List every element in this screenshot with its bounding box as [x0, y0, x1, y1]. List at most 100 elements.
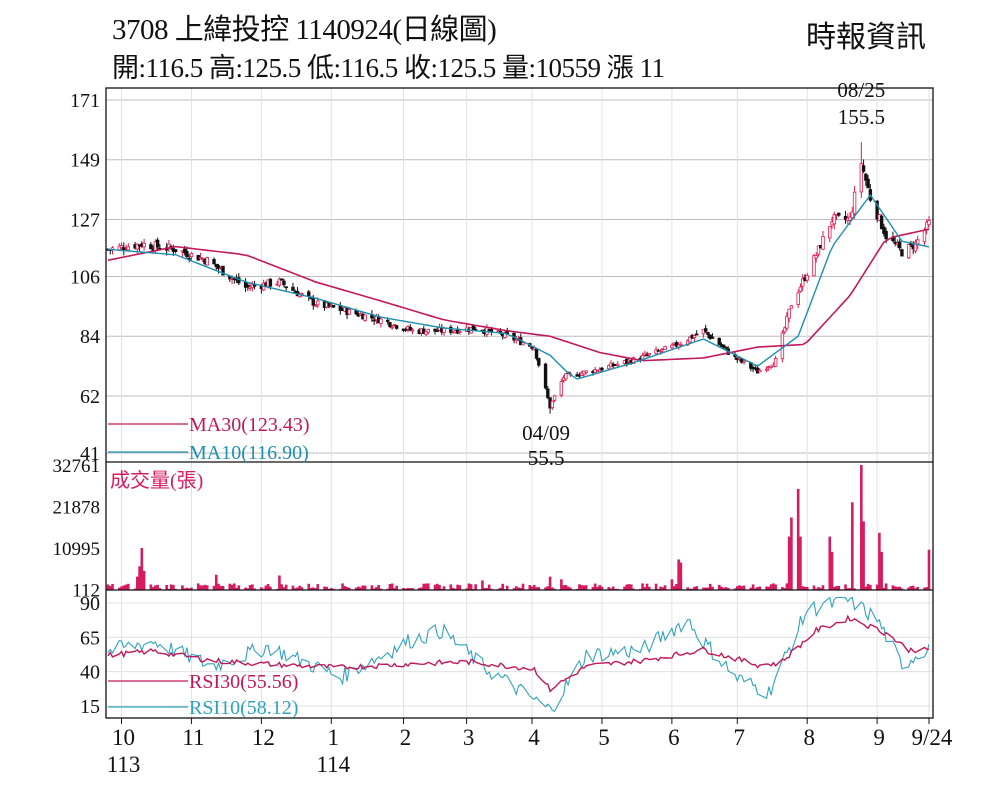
candle-body	[927, 220, 931, 226]
candle-body	[408, 326, 412, 331]
candle-body	[392, 323, 397, 326]
volume-bar	[449, 584, 453, 590]
chart-title: 3708 上緯投控 1140924(日線圖)	[112, 14, 497, 46]
volume-bar	[395, 585, 399, 590]
volume-bar	[458, 585, 462, 590]
candle-body	[379, 318, 383, 324]
volume-bar	[196, 583, 200, 590]
candle-body	[282, 280, 286, 286]
volume-bar	[837, 585, 841, 590]
volume-bar	[803, 586, 807, 590]
volume-bar	[422, 583, 426, 590]
volume-bar	[343, 586, 347, 590]
month-tick-label: 10	[112, 725, 135, 750]
candle-body	[279, 278, 284, 281]
volume-bar	[311, 587, 315, 590]
volume-bar	[896, 586, 899, 590]
volume-bar	[357, 586, 360, 590]
candle-body	[119, 245, 124, 249]
candle-body	[722, 344, 726, 348]
volume-bar	[278, 575, 281, 590]
ma30-legend-label: MA30(123.43)	[189, 414, 310, 436]
volume-bar	[693, 586, 696, 590]
candle-body	[832, 214, 836, 225]
volume-bar	[819, 588, 823, 590]
volume-bar	[451, 587, 455, 590]
volume-bar	[661, 587, 665, 590]
volume-bar	[846, 588, 850, 590]
volume-bar	[203, 584, 207, 590]
volume-bar	[724, 587, 728, 590]
candle-body	[861, 165, 866, 172]
volume-bar	[433, 584, 437, 590]
volume-bar	[269, 586, 272, 590]
candle-body	[395, 325, 399, 329]
ohlc-summary: 開:116.5 高:125.5 低:116.5 收:125.5 量:10559 …	[112, 53, 665, 83]
volume-bar	[248, 585, 252, 590]
volume-bar	[483, 588, 486, 590]
candle-body	[410, 329, 415, 332]
candle-body	[850, 211, 855, 219]
volume-bar	[925, 587, 929, 590]
volume-bar	[860, 465, 863, 590]
volume-bar	[149, 584, 153, 590]
candle-body	[205, 257, 209, 266]
volume-bar	[298, 585, 302, 590]
candle-body	[897, 241, 902, 249]
candle-body	[600, 367, 604, 371]
volume-bar	[262, 588, 265, 590]
candle-body	[284, 286, 288, 289]
ma10-line	[107, 193, 930, 380]
volume-bar	[645, 583, 649, 590]
volume-bar	[237, 585, 241, 590]
volume-bar	[142, 570, 146, 590]
volume-bar	[390, 583, 394, 590]
volume-bar	[181, 585, 184, 590]
candle-body	[435, 330, 440, 332]
volume-bar	[408, 588, 412, 590]
volume-bar	[345, 586, 349, 590]
candle-body	[852, 191, 857, 215]
volume-bar	[244, 587, 247, 590]
volume-bar	[169, 584, 173, 590]
volume-bar	[772, 583, 775, 590]
candle-body	[710, 336, 715, 339]
candle-body	[647, 352, 652, 356]
rsi10-legend-label: RSI10(58.12)	[189, 697, 298, 719]
volume-bar	[769, 584, 773, 590]
volume-bar	[316, 584, 320, 590]
volume-bar	[625, 584, 629, 590]
volume-bar	[456, 584, 459, 590]
candle-body	[821, 236, 825, 250]
volume-title: 成交量(張)	[110, 469, 203, 492]
month-tick-label: 5	[598, 725, 610, 750]
candle-body	[252, 284, 257, 287]
candle-body	[787, 308, 791, 319]
panel-frames	[105, 87, 934, 719]
candle-body	[212, 259, 216, 265]
volume-bar	[291, 585, 295, 590]
volume-bar	[578, 584, 581, 590]
price-tick-label: 127	[70, 209, 100, 231]
low-value-label: 55.5	[528, 446, 565, 470]
candle-body	[796, 292, 800, 305]
volume-bar	[720, 586, 723, 590]
candle-body	[185, 251, 189, 258]
candle-body	[458, 330, 462, 333]
candle-body	[268, 278, 273, 287]
volume-bar	[688, 588, 692, 590]
volume-bar	[140, 548, 144, 590]
volume-bar	[884, 583, 888, 590]
month-tick-label: 2	[400, 725, 412, 750]
volume-bar	[862, 521, 865, 590]
volume-bar	[911, 585, 915, 590]
volume-bar	[388, 584, 392, 590]
volume-bar	[228, 583, 232, 590]
candle-body	[372, 319, 376, 322]
volume-bar	[659, 586, 662, 590]
candle-body	[907, 243, 911, 259]
volume-bar	[796, 488, 800, 590]
volume-bar	[686, 587, 689, 590]
